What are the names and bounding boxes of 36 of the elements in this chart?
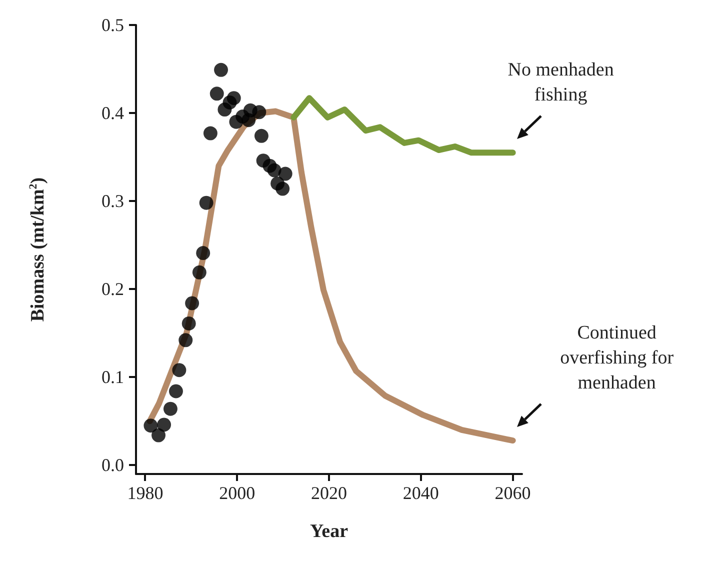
y-tick-label: 0.1 [102,367,124,388]
point [168,384,183,398]
y-tick-label: 0.5 [102,15,124,35]
point [157,418,172,432]
point [163,402,178,416]
x-tick-label: 2020 [311,483,347,503]
x-tick-label: 2040 [402,483,439,503]
point [278,166,292,181]
y-tick-label: 0.3 [102,191,124,212]
x-axis-title: Year [310,521,349,542]
point [226,91,241,106]
point [252,105,266,120]
point [267,163,282,178]
point [178,333,193,348]
text: No menhaden fishing [508,60,614,106]
point [152,428,166,442]
point [172,363,186,378]
point [192,265,206,280]
point [203,126,218,140]
y-axis-title: Biomass (mt/km2) [28,177,48,322]
point [144,418,158,433]
y-tick-label: 0.2 [102,279,124,300]
y-tick-label: 0.4 [102,103,124,124]
text: Continued overfishing for menhaden [560,322,674,394]
point [276,182,290,196]
point [185,296,200,310]
y-tick-label: 0.0 [102,455,124,476]
point [210,86,224,101]
x-tick-label: 2060 [494,483,531,503]
point [196,246,210,260]
point [254,128,268,143]
point [182,316,196,330]
point [214,62,228,77]
point [199,196,214,210]
x-tick-label: 1980 [127,483,164,503]
x-tick-label: 2000 [219,483,256,503]
